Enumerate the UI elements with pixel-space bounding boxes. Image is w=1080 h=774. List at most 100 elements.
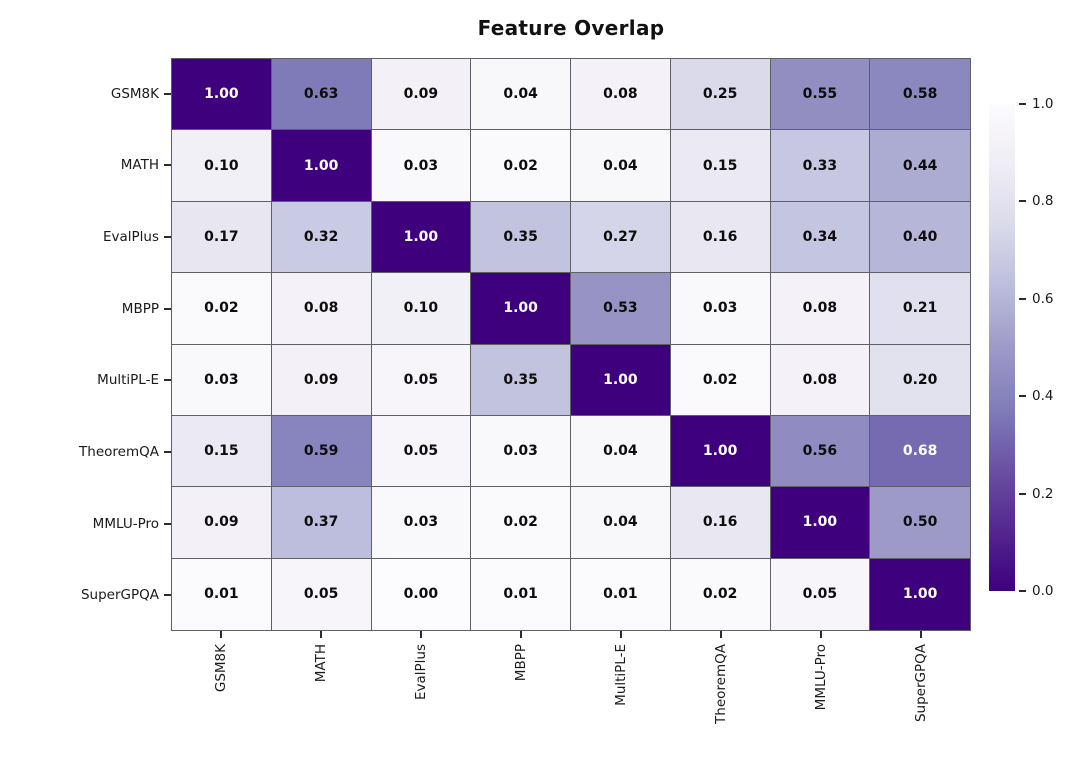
x-tick-label: SuperGPQA [913, 644, 929, 723]
heatmap-cell-MMLU-Pro-MMLU-Pro: 1.00 [770, 487, 871, 559]
heatmap-cell-MBPP-EvalPlus: 0.10 [371, 273, 472, 345]
colorbar-tick-mark [1019, 492, 1026, 495]
x-axis-labels: GSM8K MATH EvalPlus MBPP MultiPL-E TheoremQA M… [171, 631, 971, 774]
heatmap-cell-EvalPlus-MBPP: 0.35 [471, 201, 571, 274]
heatmap-cell-EvalPlus-MMLU-Pro: 0.34 [770, 201, 871, 274]
y-tick-mark [164, 450, 171, 453]
heatmap-cell-MBPP-MBPP: 1.00 [471, 273, 571, 345]
heatmap-cell-SuperGPQA-MMLU-Pro: 0.05 [770, 558, 871, 630]
x-tick-mark [820, 631, 822, 638]
heatmap-cell-MMLU-Pro-SuperGPQA: 0.50 [870, 487, 970, 559]
heatmap-cell-MBPP-GSM8K: 0.02 [172, 273, 272, 345]
heatmap-cell-TheoremQA-TheoremQA: 1.00 [670, 415, 771, 488]
y-tick-mark [164, 92, 171, 95]
heatmap-cell-MultiPL-E-EvalPlus: 0.05 [371, 344, 472, 416]
heatmap-cell-GSM8K-MATH: 0.63 [271, 59, 372, 131]
x-tick-label: MMLU-Pro [813, 644, 829, 711]
heatmap-cell-GSM8K-MBPP: 0.04 [471, 59, 571, 131]
y-tick-label: MMLU-Pro [92, 515, 159, 532]
heatmap-cell-MMLU-Pro-MATH: 0.37 [271, 487, 372, 559]
heatmap-grid: 1.00 0.63 0.09 0.04 0.08 0.25 0.55 0.58 0.10 1.00… [171, 58, 971, 631]
heatmap-cell-MMLU-Pro-GSM8K: 0.09 [172, 487, 272, 559]
heatmap-cell-MBPP-MultiPL-E: 0.53 [571, 273, 671, 345]
row-label-MultiPL-E: MultiPL-E [0, 345, 171, 417]
heatmap-cell-SuperGPQA-TheoremQA: 0.02 [670, 558, 771, 630]
heatmap-cell-MMLU-Pro-MBPP: 0.02 [471, 487, 571, 559]
heatmap-cell-MBPP-MATH: 0.08 [271, 273, 372, 345]
col-label-MultiPL-E: MultiPL-E [571, 631, 671, 774]
y-tick-mark [164, 594, 171, 597]
heatmap-cell-MATH-MBPP: 0.02 [471, 130, 571, 202]
row-label-TheoremQA: TheoremQA [0, 416, 171, 488]
heatmap-cell-MultiPL-E-SuperGPQA: 0.20 [870, 344, 970, 416]
heatmap-cell-MATH-TheoremQA: 0.15 [670, 130, 771, 202]
heatmap-cell-GSM8K-MultiPL-E: 0.08 [571, 59, 671, 131]
heatmap-cell-TheoremQA-MATH: 0.59 [271, 415, 372, 488]
y-tick-mark [164, 236, 171, 239]
y-tick-label: TheoremQA [79, 443, 159, 460]
heatmap-cell-MATH-MMLU-Pro: 0.33 [770, 130, 871, 202]
chart-title: Feature Overlap [477, 16, 665, 40]
y-tick-label: MultiPL-E [97, 372, 159, 389]
heatmap-cell-MultiPL-E-MBPP: 0.35 [471, 344, 571, 416]
heatmap-cell-MultiPL-E-GSM8K: 0.03 [172, 344, 272, 416]
col-label-TheoremQA: TheoremQA [671, 631, 771, 774]
colorbar-tick-mark [1019, 103, 1026, 105]
y-tick-mark [164, 307, 171, 310]
heatmap-cell-SuperGPQA-MATH: 0.05 [271, 558, 372, 630]
heatmap-cell-MMLU-Pro-MultiPL-E: 0.04 [571, 487, 671, 559]
col-label-MATH: MATH [271, 631, 371, 774]
heatmap-cell-EvalPlus-TheoremQA: 0.16 [670, 201, 771, 274]
heatmap-cell-EvalPlus-GSM8K: 0.17 [172, 201, 272, 274]
heatmap-cell-MultiPL-E-MATH: 0.09 [271, 344, 372, 416]
heatmap-cell-SuperGPQA-EvalPlus: 0.00 [371, 558, 472, 630]
heatmap-cell-GSM8K-EvalPlus: 0.09 [371, 59, 472, 131]
x-tick-mark [720, 631, 722, 638]
heatmap-cell-SuperGPQA-MultiPL-E: 0.01 [571, 558, 671, 630]
y-tick-label: MBPP [121, 300, 159, 317]
x-tick-mark [420, 631, 422, 638]
colorbar-tick-label: 0.6 [1032, 290, 1054, 307]
heatmap-cell-MBPP-MMLU-Pro: 0.08 [770, 273, 871, 345]
colorbar-tick-label: 1.0 [1032, 96, 1054, 112]
x-tick-mark [620, 631, 622, 638]
heatmap-cell-EvalPlus-SuperGPQA: 0.40 [870, 201, 970, 274]
row-label-EvalPlus: EvalPlus [0, 201, 171, 273]
heatmap-cell-MATH-SuperGPQA: 0.44 [870, 130, 970, 202]
heatmap-cell-TheoremQA-MBPP: 0.03 [471, 415, 571, 488]
heatmap-cell-GSM8K-MMLU-Pro: 0.55 [770, 59, 871, 131]
row-label-SuperGPQA: SuperGPQA [0, 559, 171, 631]
heatmap-cell-GSM8K-SuperGPQA: 0.58 [870, 59, 970, 131]
heatmap-cell-MATH-MATH: 1.00 [271, 130, 372, 202]
heatmap-cell-SuperGPQA-GSM8K: 0.01 [172, 558, 272, 630]
heatmap-cell-MultiPL-E-MMLU-Pro: 0.08 [770, 344, 871, 416]
colorbar-tick-mark [1019, 297, 1026, 300]
row-label-GSM8K: GSM8K [0, 58, 171, 130]
heatmap-cell-MultiPL-E-MultiPL-E: 1.00 [571, 344, 671, 416]
col-label-EvalPlus: EvalPlus [371, 631, 471, 774]
heatmap-cell-MATH-MultiPL-E: 0.04 [571, 130, 671, 202]
heatmap-cell-MultiPL-E-TheoremQA: 0.02 [670, 344, 771, 416]
x-tick-mark [220, 631, 222, 638]
heatmap-cell-MBPP-SuperGPQA: 0.21 [870, 273, 970, 345]
colorbar-tick-label: 0.0 [1032, 583, 1054, 599]
x-tick-mark [920, 631, 922, 638]
col-label-MBPP: MBPP [471, 631, 571, 774]
heatmap-cell-EvalPlus-EvalPlus: 1.00 [371, 201, 472, 274]
y-tick-mark [164, 522, 171, 525]
heatmap-cell-MBPP-TheoremQA: 0.03 [670, 273, 771, 345]
colorbar [989, 104, 1015, 591]
x-tick-mark [320, 631, 322, 638]
x-tick-mark [520, 631, 522, 638]
col-label-SuperGPQA: SuperGPQA [871, 631, 971, 774]
heatmap-cell-TheoremQA-GSM8K: 0.15 [172, 415, 272, 488]
col-label-MMLU-Pro: MMLU-Pro [771, 631, 871, 774]
y-axis-labels: GSM8K MATH EvalPlus MBPP MultiPL-E TheoremQA M… [0, 58, 171, 631]
y-tick-label: EvalPlus [102, 229, 159, 246]
colorbar-tick-label: 0.4 [1032, 388, 1054, 405]
heatmap-cell-TheoremQA-MMLU-Pro: 0.56 [770, 415, 871, 488]
col-label-GSM8K: GSM8K [171, 631, 271, 774]
heatmap-cell-TheoremQA-MultiPL-E: 0.04 [571, 415, 671, 488]
colorbar-tick-label: 0.8 [1032, 193, 1054, 210]
